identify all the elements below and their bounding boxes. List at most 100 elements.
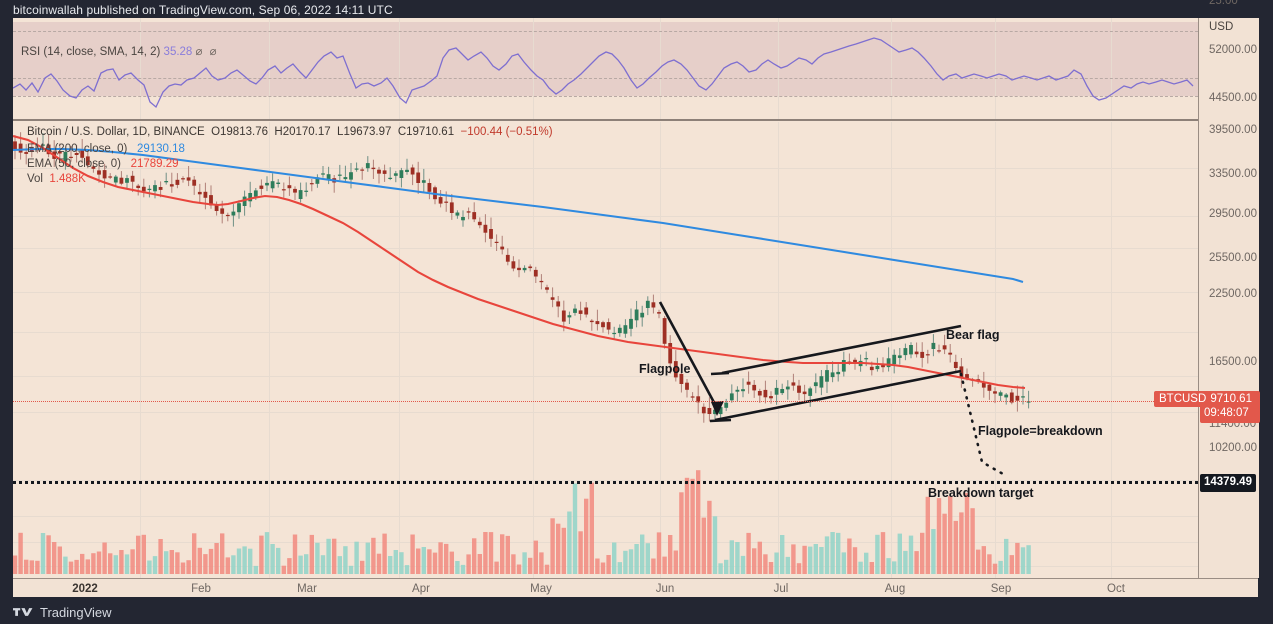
ohlc-close-label: C [397,126,407,138]
rsi-band-fill [13,22,1198,96]
breakdown-target-level-line [13,481,1258,484]
time-axis-tick: Oct [1107,583,1125,595]
price-panel[interactable]: Bitcoin / U.S. Dollar, 1D, BINANCE O1981… [13,122,1198,578]
rsi-panel[interactable]: RSI (14, close, SMA, 14, 2) 35.28 ⌀ ⌀ [13,18,1198,119]
price-axis-tick: 29500.00 [1209,208,1257,220]
current-price-time: 09:48:07 [1204,406,1249,419]
symbol-price-tag[interactable]: BTCUSD [1154,391,1212,407]
bear-flag-upper [721,324,962,375]
ohlc-open: 19813.76 [220,126,268,138]
annotation-flagpole-breakdown: Flagpole=breakdown [978,424,1103,438]
ohlc-low-label: L [337,126,344,138]
time-axis-tick: May [530,583,552,595]
price-axis[interactable]: USD 52000.00 44500.00 39500.00 33500.00 … [1198,0,1259,578]
gridline-v [891,122,892,578]
flagpole-arrow [658,301,719,409]
ohlc-close: 19710.61 [406,126,455,138]
gridline-v [995,18,996,119]
time-axis-tick: Apr [412,583,430,595]
gridline-v [269,122,270,578]
rsi-legend-title: RSI (14, close, SMA, 14, 2) [21,46,161,58]
panel-divider [13,119,1198,121]
footer-brand[interactable]: TradingView [13,600,112,624]
gridline-h [13,292,1198,293]
price-axis-tick: 44500.00 [1209,92,1257,104]
ema200-legend[interactable]: EMA (200, close, 0) 29130.18 [27,143,185,155]
gridline-v [660,122,661,578]
time-axis[interactable]: 2022 Feb Mar Apr May Jun Jul Aug Sep Oct [13,578,1258,597]
gridline-v [1111,122,1112,578]
gridline-h [13,566,1198,567]
gridline-v [1111,18,1112,119]
ohlc-low: 19673.97 [343,126,392,138]
time-axis-tick: Feb [191,583,211,595]
time-axis-tick: Jul [773,583,789,595]
current-price-value: 19710.61 [1204,393,1252,405]
ohlc-high-label: H [274,126,283,138]
gridline-h [13,480,1198,481]
price-axis-currency: USD [1209,21,1234,33]
gridline-v [778,122,779,578]
gridline-h [13,412,1198,413]
symbol-title: Bitcoin / U.S. Dollar, 1D, BINANCE [27,126,205,138]
ema200-legend-value: 29130.18 [136,143,185,155]
gridline-v [399,18,400,119]
annotation-bear-flag: Bear flag [946,328,1000,342]
gridline-v [533,122,534,578]
gridline-h [13,376,1198,377]
price-axis-tick: 25500.00 [1209,252,1257,264]
rsi-legend-value: 35.28 [163,46,193,58]
current-price-level-line [13,401,1198,402]
gridline-v [140,122,141,578]
annotation-breakdown-target: Breakdown target [928,486,1034,500]
gridline-v [399,122,400,578]
gridline-h [13,248,1198,249]
candlestick-series [13,132,1031,574]
rsi-axis-tick: 25.00 [1209,0,1238,7]
symbol-legend[interactable]: Bitcoin / U.S. Dollar, 1D, BINANCE O1981… [27,126,553,138]
gridline-v [778,18,779,119]
price-axis-tick: 33500.00 [1209,168,1257,180]
rsi-legend[interactable]: RSI (14, close, SMA, 14, 2) 35.28 ⌀ ⌀ [21,44,219,58]
price-axis-tick: 39500.00 [1209,124,1257,136]
price-axis-tick: 52000.00 [1209,44,1257,56]
gridline-h [13,332,1198,333]
volume-legend-label: Vol [27,173,43,185]
time-axis-tick: 2022 [72,583,98,595]
ohlc-change: −100.44 (−0.51%) [460,126,553,138]
time-axis-tick: Jun [655,583,675,595]
gridline-v [891,18,892,119]
ema50-legend-value: 21789.29 [130,158,179,170]
gridline-h [13,168,1198,169]
gridline-v [140,18,141,119]
rsi-settings-icon[interactable]: ⌀ ⌀ [195,46,219,58]
breakdown-target-tag[interactable]: 14379.49 [1200,474,1256,492]
gridline-v [660,18,661,119]
gridline-h [13,216,1198,217]
rsi-line-chart [13,37,1194,109]
volume-legend-value: 1.488K [49,173,86,185]
price-axis-tick: 10200.00 [1209,442,1257,454]
bear-flag-left-ticks [709,371,732,423]
gridline-v [533,18,534,119]
time-axis-tick: Mar [297,583,317,595]
annotation-flagpole: Flagpole [639,362,691,376]
ema200-legend-label: EMA (200, close, 0) [27,143,128,155]
flagpole-arrowhead [711,401,724,416]
ema200-line [13,147,1024,284]
gridline-h [13,542,1198,543]
volume-legend[interactable]: Vol 1.488K [27,173,86,185]
ema50-legend[interactable]: EMA (50, close, 0) 21789.29 [27,158,179,170]
tradingview-wordmark: TradingView [40,604,112,620]
publisher-credit: bitcoinwallah published on TradingView.c… [13,3,393,17]
price-axis-tick: 16500.00 [1209,356,1257,368]
ohlc-high: 20170.17 [282,126,331,138]
rsi-level-75 [13,31,1198,32]
publisher-bar: bitcoinwallah published on TradingView.c… [0,0,1273,18]
chart-frame: RSI (14, close, SMA, 14, 2) 35.28 ⌀ ⌀ [13,0,1260,597]
rsi-level-50 [13,78,1198,79]
ema50-legend-label: EMA (50, close, 0) [27,158,121,170]
gridline-v [995,122,996,578]
ohlc-open-label: O [211,126,221,138]
